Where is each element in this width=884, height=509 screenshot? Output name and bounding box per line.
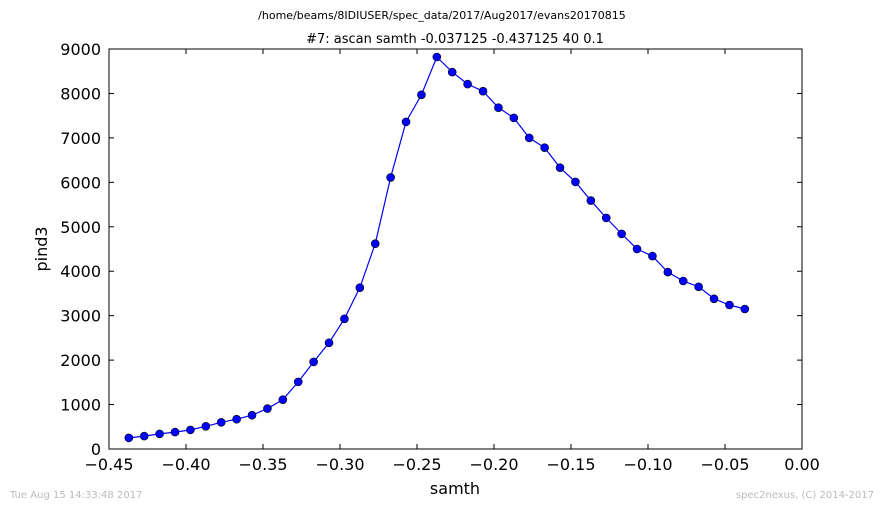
- timestamp-footer: Tue Aug 15 14:33:48 2017: [9, 490, 142, 501]
- data-point: [124, 433, 134, 443]
- data-point: [555, 163, 565, 172]
- data-point: [740, 304, 750, 314]
- x-tick-label: −0.40: [161, 455, 210, 474]
- data-point: [463, 79, 472, 89]
- data-point: [678, 276, 688, 286]
- data-point: [725, 300, 734, 310]
- data-point: [509, 113, 519, 123]
- x-tick-label: −0.05: [700, 455, 749, 474]
- y-tick-label: 9000: [60, 40, 101, 59]
- y-tick-label: 0: [91, 440, 101, 459]
- data-point: [355, 283, 365, 292]
- y-tick-label: 3000: [60, 307, 101, 326]
- data-point: [324, 338, 334, 348]
- plot-frame: [108, 48, 803, 450]
- y-tick-label: 7000: [60, 129, 101, 148]
- credit-footer: spec2nexus, (C) 2014-2017: [736, 490, 874, 501]
- data-point: [601, 213, 611, 223]
- data-point: [309, 357, 318, 367]
- data-point: [201, 422, 211, 431]
- data-point: [386, 173, 395, 182]
- data-point: [478, 86, 488, 96]
- x-axis-label: samth: [430, 479, 480, 498]
- data-point: [247, 410, 257, 420]
- x-tick-label: 0.00: [784, 455, 820, 474]
- x-axis: −0.45 −0.40 −0.35 −0.30 −0.25 −0.20 −0.15 −0.10…: [84, 49, 820, 474]
- y-tick-label: 2000: [60, 351, 101, 370]
- data-point: [370, 239, 380, 248]
- y-tick-label: 8000: [60, 84, 101, 103]
- data-point: [524, 133, 534, 143]
- data-point: [216, 418, 226, 427]
- data-point: [540, 143, 549, 152]
- chart-title: #7: ascan samth -0.037125 -0.437125 40 0…: [306, 32, 604, 47]
- data-point: [232, 414, 241, 424]
- data-point: [432, 52, 442, 62]
- y-tick-label: 1000: [60, 396, 101, 415]
- x-tick-label: −0.25: [392, 455, 441, 474]
- y-tick-label: 5000: [60, 218, 101, 237]
- x-tick-label: −0.20: [469, 455, 518, 474]
- data-point: [417, 90, 426, 100]
- y-tick-label: 4000: [60, 262, 101, 281]
- series-line: [128, 55, 745, 439]
- data-point: [648, 251, 657, 261]
- data-point: [632, 244, 642, 254]
- data-point: [571, 177, 580, 187]
- data-point: [186, 425, 195, 435]
- data-point: [155, 429, 164, 439]
- y-axis-label: pind3: [32, 226, 51, 271]
- data-point: [293, 377, 303, 387]
- data-point: [401, 117, 411, 127]
- data-point: [278, 395, 288, 404]
- data-point: [447, 67, 457, 77]
- data-series: [124, 52, 750, 443]
- data-point: [139, 431, 149, 441]
- data-point: [709, 294, 719, 304]
- data-point: [170, 427, 180, 437]
- x-tick-label: −0.10: [623, 455, 672, 474]
- data-point: [263, 404, 272, 413]
- x-tick-label: −0.35: [238, 455, 287, 474]
- data-point: [694, 282, 703, 292]
- x-tick-label: −0.45: [84, 455, 133, 474]
- data-point: [494, 103, 503, 112]
- data-point: [586, 196, 596, 205]
- x-tick-label: −0.30: [315, 455, 364, 474]
- figure-supertitle: /home/beams/8IDIUSER/spec_data/2017/Aug2…: [258, 9, 626, 22]
- data-point: [340, 314, 349, 324]
- data-point: [617, 229, 626, 239]
- y-axis: 0 1000 2000 3000 4000 5000 6000 7000 8000 9000: [60, 40, 802, 459]
- data-point: [663, 267, 673, 277]
- x-tick-label: −0.15: [546, 455, 595, 474]
- y-tick-label: 6000: [60, 173, 101, 192]
